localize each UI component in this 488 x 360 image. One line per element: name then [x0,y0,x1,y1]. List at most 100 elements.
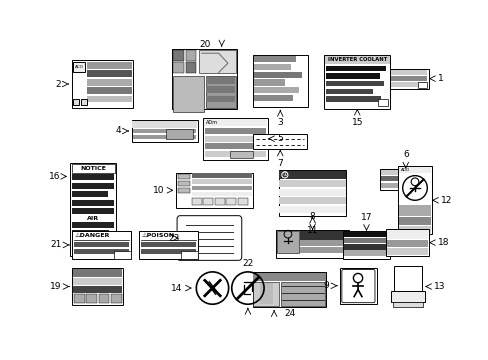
Text: 2: 2 [55,80,61,89]
Bar [206,86,234,93]
Bar [72,199,114,206]
Bar [371,76,427,81]
Bar [191,192,251,197]
Bar [86,294,97,303]
Bar [141,242,196,247]
Bar [72,247,109,253]
Bar [343,231,389,259]
Bar [417,82,427,88]
Text: 18: 18 [437,238,448,247]
Bar [204,128,266,134]
Text: 17: 17 [360,213,371,222]
Bar [73,269,122,277]
Bar [380,170,429,175]
Bar [72,222,114,228]
Bar [398,226,430,233]
Bar [386,248,427,255]
Bar [325,89,373,94]
Bar [185,62,196,73]
Bar [173,62,183,73]
Text: 1: 1 [437,74,443,83]
Bar [139,231,198,259]
Text: 10: 10 [152,186,163,195]
Bar [278,170,346,216]
Bar [398,205,430,216]
Bar [230,151,253,158]
Bar [260,283,272,304]
Bar [398,217,430,225]
Bar [300,231,346,239]
Bar [133,135,196,139]
Text: 11: 11 [306,226,318,235]
Bar [344,232,388,237]
Bar [81,99,87,105]
Bar [133,130,196,133]
Bar [393,266,421,291]
Bar [277,231,298,253]
Text: ⚠POISON: ⚠POISON [142,233,174,238]
Bar [87,78,131,86]
Bar [392,302,423,306]
Bar [87,62,131,69]
FancyBboxPatch shape [341,270,374,303]
Bar [203,198,213,205]
Bar [173,76,203,112]
Bar [178,188,190,193]
Text: 12: 12 [440,196,451,205]
Bar [300,247,346,253]
Text: 5: 5 [277,134,283,143]
Bar [281,282,324,306]
Bar [325,81,384,86]
Text: 6: 6 [402,150,408,159]
Bar [279,171,345,180]
Bar [324,55,389,109]
Bar [191,198,202,205]
Text: ADD: ADD [400,168,409,172]
Bar [71,60,133,108]
Text: 14: 14 [171,284,182,293]
Text: ⚠DANGER: ⚠DANGER [75,233,110,238]
Bar [252,272,326,307]
Bar [380,183,429,188]
Text: 15: 15 [351,118,362,127]
Bar [172,49,237,109]
Bar [254,56,296,62]
Text: NOTICE: NOTICE [80,166,106,171]
Bar [72,230,109,237]
Bar [203,118,267,160]
FancyBboxPatch shape [177,216,241,260]
Bar [73,278,122,285]
Bar [185,50,196,61]
Text: 24: 24 [284,309,295,318]
Bar [380,176,429,181]
Bar [73,286,122,293]
Bar [72,183,114,189]
Bar [173,50,183,61]
Bar [254,72,301,78]
Bar [279,189,345,195]
Bar [72,191,107,197]
Bar [252,55,307,107]
Text: 13: 13 [433,282,445,291]
Bar [191,186,251,190]
Text: INVERTER COOLANT: INVERTER COOLANT [327,57,386,62]
Bar [300,240,346,246]
Text: 4: 4 [115,126,121,135]
Bar [198,50,235,73]
Bar [371,70,427,75]
Text: 22: 22 [242,259,253,268]
Text: AIR: AIR [87,216,99,221]
Text: 20: 20 [199,40,210,49]
Bar [377,99,387,105]
Bar [191,173,251,178]
Bar [178,174,190,180]
Bar [204,151,266,157]
Bar [379,169,431,190]
Bar [214,198,224,205]
Bar [191,180,251,184]
Bar [397,166,431,234]
Bar [279,197,345,204]
Bar [390,291,424,302]
Bar [276,230,348,258]
Text: ACO: ACO [75,65,83,69]
